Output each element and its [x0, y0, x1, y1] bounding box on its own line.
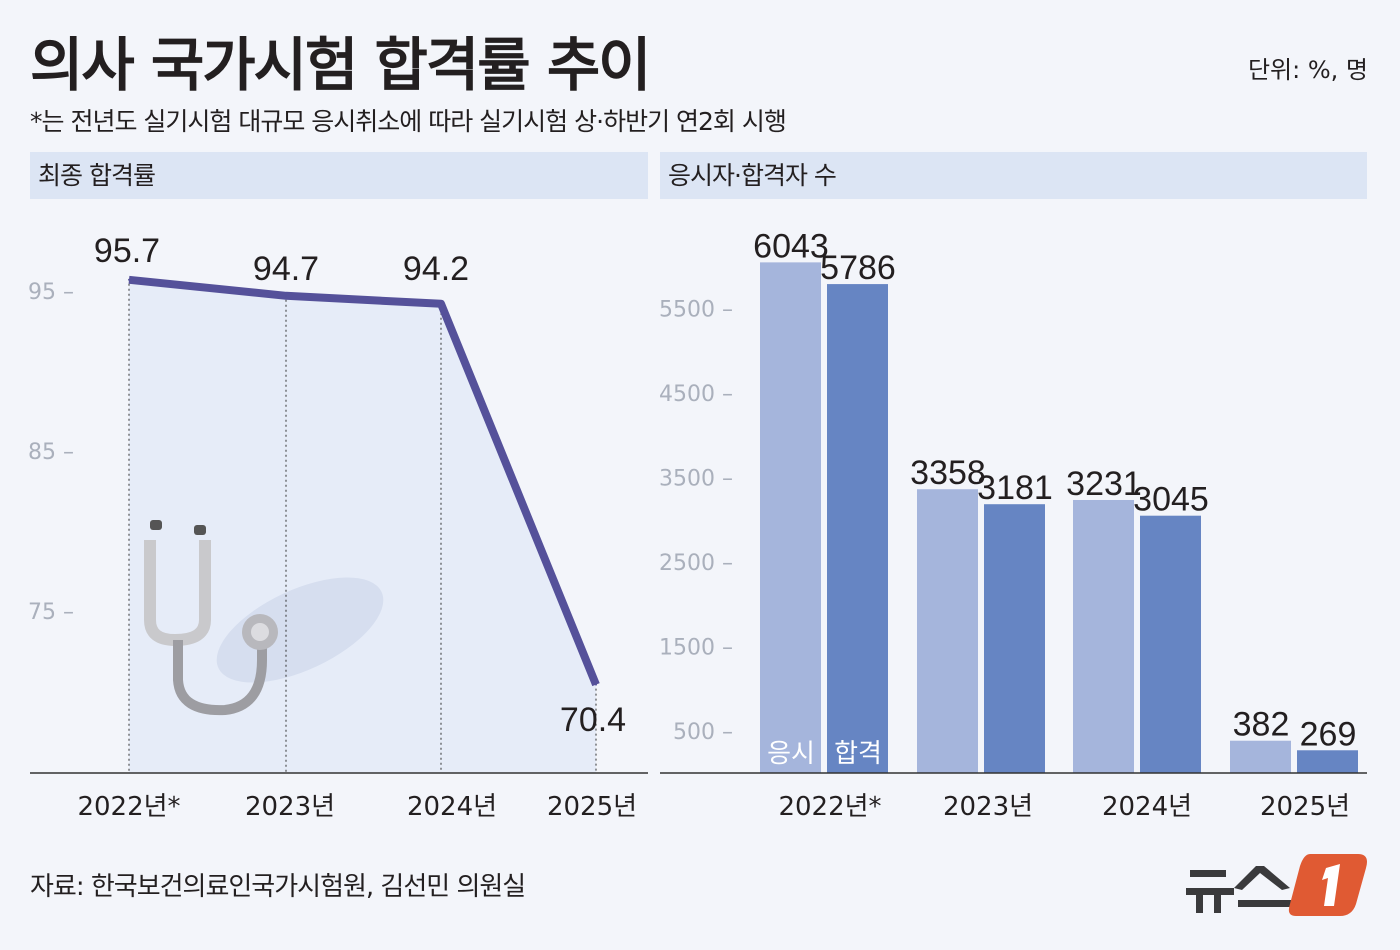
passer-bar [984, 504, 1045, 773]
data-label: 94.2 [403, 250, 469, 288]
stethoscope-icon [144, 520, 384, 716]
x-tick-label: 2023년 [943, 792, 1033, 822]
passer-bar [1297, 750, 1358, 773]
y-tick-label: 75 – [28, 600, 74, 625]
bar-chart-header: 응시자·합격자 수 [660, 152, 1367, 199]
y-tick-label: 3500 – [659, 466, 733, 491]
line-point [128, 278, 130, 281]
y-tick-label: 1500 – [659, 635, 733, 660]
legend-label: 응시 [767, 739, 815, 769]
y-tick-label: 4500 – [659, 382, 733, 407]
x-tick-label: 2022년* [77, 792, 180, 822]
x-tick-label: 2024년 [1102, 792, 1192, 822]
applicant-bar [760, 262, 821, 773]
x-tick-label: 2023년 [245, 792, 335, 822]
data-label: 95.7 [94, 232, 160, 270]
news1-logo [1186, 854, 1367, 916]
line-chart-header: 최종 합격률 [30, 152, 648, 199]
legend-label: 합격 [834, 739, 882, 769]
y-tick-label: 85 – [28, 440, 74, 465]
data-label: 70.4 [560, 701, 626, 739]
data-label: 3231 [1066, 465, 1142, 503]
source-text: 자료: 한국보건의료인국가시험원, 김선민 의원실 [30, 872, 526, 902]
pass-rate-line [128, 275, 600, 687]
data-label: 5786 [820, 249, 896, 287]
passer-bar [827, 284, 888, 773]
line-point [440, 302, 442, 305]
passer-bar [1140, 515, 1201, 773]
x-tick-label: 2024년 [407, 792, 497, 822]
data-label: 3358 [910, 454, 986, 492]
applicant-bar [1073, 499, 1134, 773]
line-point [595, 683, 597, 686]
y-tick-label: 5500 – [659, 297, 733, 322]
applicant-bar [917, 489, 978, 773]
data-label: 94.7 [253, 250, 319, 288]
x-tick-label: 2022년* [778, 792, 881, 822]
footnote: *는 전년도 실기시험 대규모 응시취소에 따라 실기시험 상·하반기 연2회 … [30, 107, 787, 136]
data-label: 6043 [753, 227, 829, 265]
data-label: 382 [1233, 706, 1290, 744]
unit-label: 단위: %, 명 [1247, 56, 1368, 84]
x-tick-label: 2025년 [547, 792, 637, 822]
applicant-bar [1230, 740, 1291, 773]
data-label: 3045 [1133, 481, 1209, 519]
y-tick-label: 2500 – [659, 551, 733, 576]
data-label: 3181 [977, 469, 1053, 507]
data-label: 269 [1300, 715, 1357, 753]
page-title: 의사 국가시험 합격률 추이 [30, 31, 652, 99]
y-tick-label: 95 – [28, 280, 74, 305]
x-tick-label: 2025년 [1260, 792, 1350, 822]
y-tick-label: 500 – [673, 720, 733, 745]
line-point [285, 294, 287, 297]
